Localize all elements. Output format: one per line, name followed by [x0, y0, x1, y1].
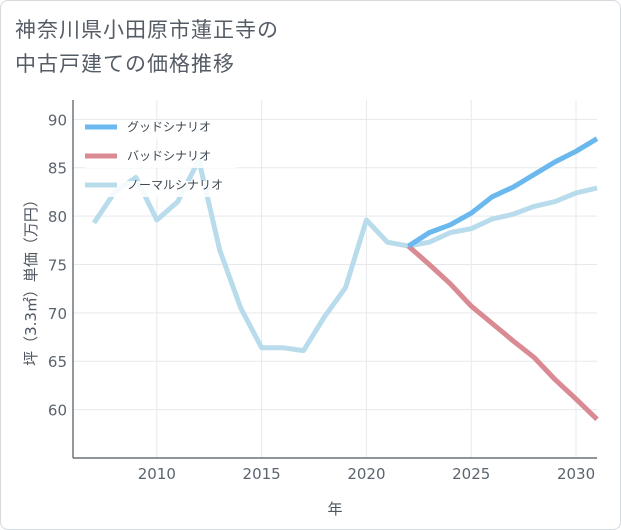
legend-label-bad: バッドシナリオ	[127, 149, 211, 163]
y-axis-title: 坪（3.3㎡）単価（万円）	[22, 192, 40, 366]
y-tick-label: 60	[48, 402, 67, 420]
legend-label-normal: ノーマルシナリオ	[127, 178, 223, 192]
y-tick-label: 90	[48, 111, 67, 129]
legend-backdrop	[85, 152, 237, 168]
y-tick-label: 65	[48, 353, 67, 371]
x-tick-label: 2015	[243, 465, 281, 483]
chart-title-line-2: 中古戸建ての価格推移	[15, 52, 235, 76]
y-tick-label: 70	[48, 305, 67, 323]
x-tick-label: 2010	[138, 465, 176, 483]
x-tick-label: 2025	[452, 465, 490, 483]
x-tick-label: 2020	[347, 465, 385, 483]
good-scenario-line	[407, 136, 599, 249]
y-tick-label: 85	[48, 160, 67, 178]
normal-scenario-line	[91, 157, 598, 354]
axes: 60 65 70 75 80 85 90 2010 2015 2020 2025 2030	[48, 100, 597, 483]
series-lines	[91, 136, 599, 422]
legend-backdrop	[85, 123, 237, 139]
bad-scenario-line	[406, 244, 599, 422]
y-tick-label: 75	[48, 256, 67, 274]
chart-title: 神奈川県小田原市蓮正寺の 中古戸建ての価格推移	[15, 13, 575, 81]
chart-title-line-1: 神奈川県小田原市蓮正寺の	[15, 18, 279, 42]
x-tick-label: 2030	[557, 465, 595, 483]
x-axis-title: 年	[327, 500, 342, 518]
legend-label-good: グッドシナリオ	[127, 120, 211, 134]
legend-backdrop	[85, 181, 237, 197]
y-tick-label: 80	[48, 208, 67, 226]
